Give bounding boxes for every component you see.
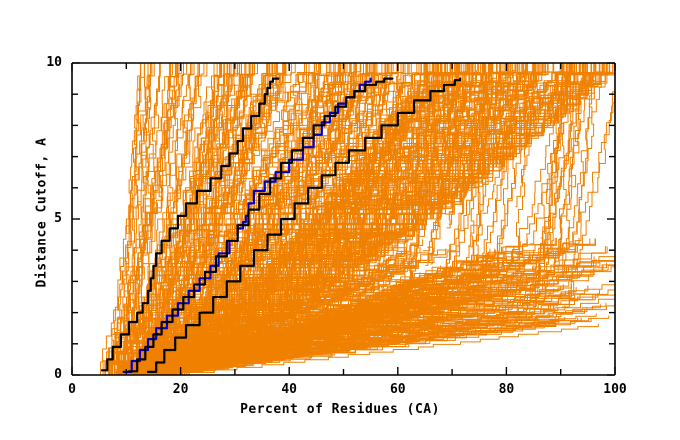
ensemble-curve (408, 62, 454, 255)
ensemble-curve (121, 307, 559, 376)
ensemble-curve (480, 62, 521, 275)
x-tick-label: 0 (68, 382, 76, 397)
ensemble-curve (299, 62, 320, 237)
ensemble-curve (125, 62, 394, 376)
ensemble-curve (106, 62, 152, 376)
ensemble-curve (492, 62, 535, 264)
ensemble-curve (122, 62, 161, 376)
ensemble-curve (127, 261, 417, 376)
ensemble-curve (386, 62, 413, 244)
curves-layer (87, 62, 616, 376)
ensemble-curve (327, 62, 370, 280)
ensemble-curve (511, 62, 536, 264)
highlight-curve-highlight-black-2 (127, 77, 394, 373)
ensemble-curve (529, 62, 571, 245)
ensemble-curve (391, 62, 454, 272)
ensemble-curve (305, 62, 355, 206)
ensemble-curve (446, 62, 479, 229)
ensemble-curve (349, 62, 387, 282)
ensemble-curve (470, 62, 502, 276)
y-tick-label: 5 (54, 211, 62, 226)
ensemble-curve (106, 62, 240, 376)
ensemble-curve (521, 62, 584, 304)
ensemble-curve (135, 260, 399, 376)
x-tick-label: 80 (498, 382, 515, 397)
ensemble-curve (290, 62, 316, 219)
ensemble-curve (140, 62, 305, 376)
ensemble-curve (403, 62, 435, 299)
ensemble-curve (156, 323, 599, 376)
ensemble-curve (350, 62, 391, 238)
ensemble-curve (442, 62, 502, 284)
ensemble-curve (133, 62, 387, 376)
ensemble-curve (532, 62, 566, 307)
ensemble-curve (552, 62, 577, 268)
ensemble-curve (568, 62, 596, 296)
ensemble-curve (448, 62, 516, 213)
x-tick-label: 40 (281, 382, 298, 397)
ensemble-curve (355, 62, 402, 307)
ensemble-curve (296, 62, 362, 231)
ensemble-curve (444, 62, 494, 215)
ensemble-curve (430, 62, 458, 265)
x-axis-label: Percent of Residues (CA) (240, 402, 440, 417)
ensemble-curve (331, 62, 378, 284)
ensemble-curve (506, 62, 570, 265)
ensemble-curve (569, 62, 605, 247)
ensemble-curve (561, 62, 616, 308)
ensemble-curve (515, 62, 539, 208)
ensemble-curve (541, 62, 565, 292)
ensemble-curve (321, 62, 386, 288)
ensemble-curve (299, 62, 348, 260)
ensemble-curve (540, 62, 593, 299)
x-tick-label: 20 (172, 382, 189, 397)
ensemble-curve (96, 272, 375, 376)
ensemble-curve (326, 62, 379, 312)
ensemble-curve (367, 62, 409, 236)
ensemble-curve (470, 62, 489, 297)
y-tick-label: 10 (46, 55, 62, 70)
ensemble-curve (122, 62, 200, 376)
ensemble-curve (110, 250, 402, 376)
ensemble-curve (133, 62, 218, 376)
ensemble-curve (109, 314, 444, 376)
ensemble-curve (402, 62, 426, 215)
ensemble-curve (100, 62, 182, 376)
ensemble-curve (132, 62, 258, 376)
highlight-curve-highlight-black-1 (100, 77, 280, 372)
ensemble-curve (107, 62, 457, 376)
ensemble-curve (96, 62, 232, 376)
ensemble-curve (307, 62, 344, 228)
ensemble-curve (336, 62, 357, 229)
ensemble-curve (427, 62, 469, 248)
ensemble-curve (349, 62, 407, 239)
ensemble-curve (102, 62, 285, 376)
ensemble-curve (113, 62, 146, 376)
ensemble-curve (369, 62, 418, 294)
ensemble-curve (293, 62, 320, 243)
ensemble-curve (466, 62, 510, 271)
x-tick-label: 100 (603, 382, 627, 397)
x-tick-label: 60 (389, 382, 406, 397)
y-tick-label: 0 (54, 367, 62, 382)
highlight-curve-highlight-black-3 (146, 77, 462, 373)
ensemble-curve (121, 253, 616, 376)
ensemble-curve (308, 62, 356, 300)
ensemble-curve (442, 62, 492, 277)
ensemble-curve (568, 62, 616, 243)
ensemble-curve (108, 62, 161, 376)
ensemble-curve (540, 62, 588, 253)
ensemble-curve (152, 282, 519, 376)
ensemble-curve (540, 62, 568, 239)
ensemble-curve (103, 296, 417, 376)
ensemble-curve (124, 62, 199, 376)
ensemble-curve (515, 62, 580, 255)
ensemble-curve (482, 62, 528, 214)
ensemble-curve (380, 62, 399, 289)
